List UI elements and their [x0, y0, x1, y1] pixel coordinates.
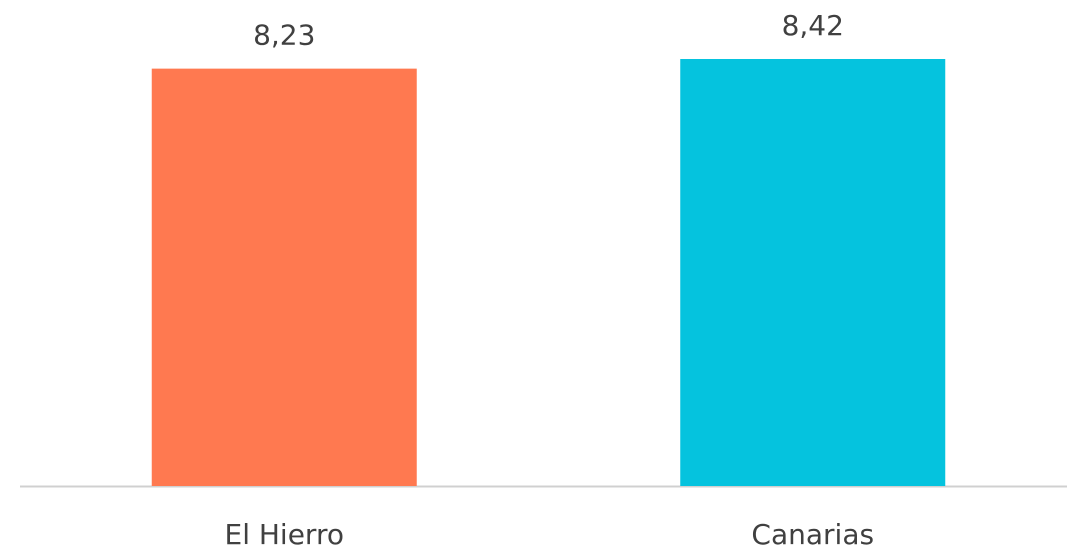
- bar: [680, 59, 946, 486]
- x-tick-label: Canarias: [751, 518, 874, 551]
- bar: [151, 68, 417, 487]
- value-label: 8,42: [782, 9, 844, 42]
- value-label: 8,23: [253, 19, 315, 52]
- x-tick-label: El Hierro: [225, 518, 344, 551]
